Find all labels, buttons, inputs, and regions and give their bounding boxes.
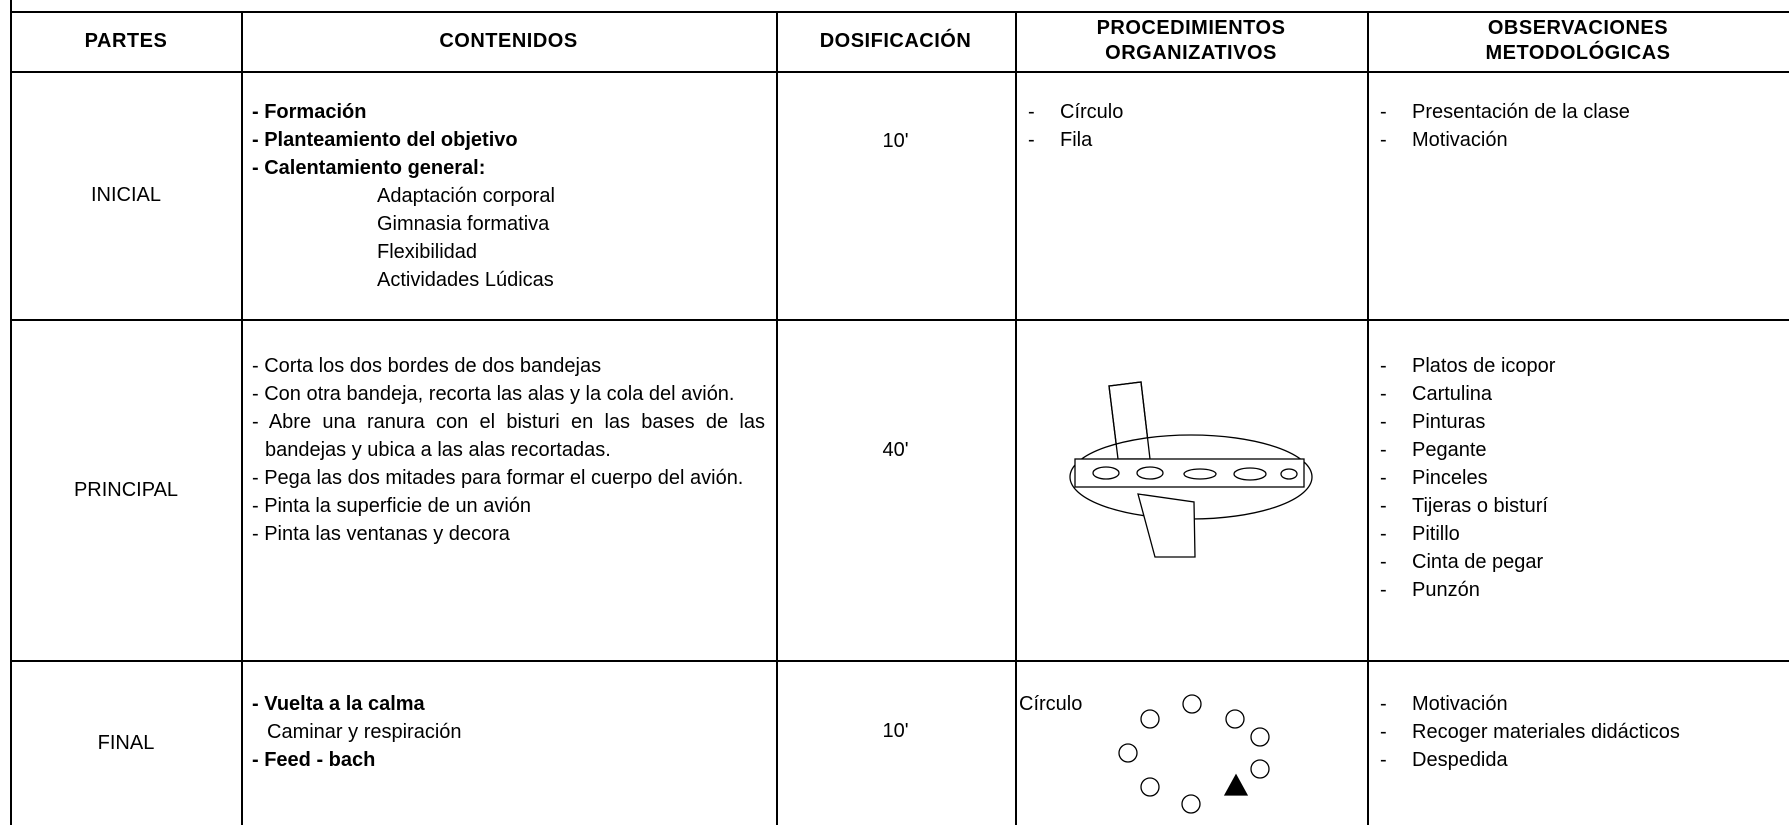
observations-item: - Despedida	[1380, 746, 1740, 774]
contents: - Corta los dos bordes de dos bandejas - …	[252, 352, 765, 548]
dosage: 10'	[882, 130, 909, 152]
item-text: Círculo	[1060, 101, 1124, 123]
content-item: Caminar y respiración	[267, 721, 462, 743]
grid-line	[10, 660, 1789, 662]
content-item: - Corta los dos bordes de dos bandejas	[252, 355, 602, 377]
bullet: -	[1380, 383, 1387, 405]
contents: - Vuelta a la calma Caminar y respiración…	[252, 690, 765, 774]
bullet: -	[1380, 355, 1387, 377]
circle-formation	[1118, 694, 1270, 814]
item-text: Pinceles	[1412, 467, 1488, 489]
observations-item: - Recoger materiales didácticos	[1380, 718, 1740, 746]
bullet: -	[1380, 495, 1387, 517]
contents: - Formación - Planteamiento del objetivo -…	[252, 98, 765, 294]
content-item: Flexibilidad	[377, 241, 478, 263]
observations-list: - Platos de icopor - Cartulina - Pinturas - Peg…	[1380, 352, 1740, 604]
procedures-item: - Círculo	[1028, 98, 1388, 126]
procedures-list: - Círculo - Fila	[1028, 98, 1388, 154]
airplane-drawing	[1069, 381, 1313, 558]
procedures-item: - Fila	[1028, 126, 1388, 154]
item-text: Pinturas	[1412, 411, 1486, 433]
content-item: - Abre una ranura con el bisturi en las …	[252, 411, 765, 461]
observations-list: - Motivación - Recoger materiales didáctico…	[1380, 690, 1740, 774]
content-item: - Con otra bandeja, recorta las alas y l…	[252, 383, 735, 405]
bullet: -	[1028, 101, 1035, 123]
item-text: Pitillo	[1412, 523, 1460, 545]
dosage: 40'	[882, 439, 909, 461]
content-item: - Pinta las ventanas y decora	[252, 523, 510, 545]
border-line	[10, 0, 12, 825]
part-label: INICIAL	[90, 184, 162, 206]
content-item: - Pega las dos mitades para formar el cu…	[252, 467, 744, 489]
bullet: -	[1028, 129, 1035, 151]
content-item: - Vuelta a la calma	[252, 693, 425, 715]
grid-line	[10, 71, 1789, 73]
column-header: PROCEDIMIENTOS ORGANIZATIVOS	[1096, 17, 1286, 64]
column-header: OBSERVACIONES METODOLÓGICAS	[1485, 17, 1671, 64]
grid-line	[241, 11, 243, 825]
observations-item: - Pinceles	[1380, 464, 1740, 492]
observations-item: - Cinta de pegar	[1380, 548, 1740, 576]
grid-line	[10, 319, 1789, 321]
content-item: Gimnasia formativa	[377, 213, 550, 235]
content-item: - Planteamiento del objetivo	[252, 129, 518, 151]
bullet: -	[1380, 129, 1387, 151]
bullet: -	[1380, 101, 1387, 123]
observations-item: - Motivación	[1380, 126, 1740, 154]
observations-item: - Cartulina	[1380, 380, 1740, 408]
observations-item: - Presentación de la clase	[1380, 98, 1740, 126]
item-text: Motivación	[1412, 129, 1508, 151]
observations-item: - Pegante	[1380, 436, 1740, 464]
bullet: -	[1380, 749, 1387, 771]
observations-list: - Presentación de la clase - Motivación	[1380, 98, 1740, 154]
grid-line	[776, 11, 778, 825]
item-text: Platos de icopor	[1412, 355, 1556, 377]
dosage: 10'	[882, 720, 909, 742]
grid-line	[1015, 11, 1017, 825]
part-label: PRINCIPAL	[73, 478, 179, 501]
column-header: PARTES	[84, 30, 168, 52]
observations-item: - Pinturas	[1380, 408, 1740, 436]
bullet: -	[1380, 551, 1387, 573]
grid-line	[10, 11, 1789, 13]
content-item: - Feed - bach	[252, 749, 376, 771]
grid-line	[1367, 11, 1369, 825]
item-text: Cartulina	[1412, 383, 1493, 405]
content-item: - Pinta la superficie de un avión	[252, 495, 532, 517]
bullet: -	[1380, 411, 1387, 433]
bullet: -	[1380, 693, 1387, 715]
column-header: CONTENIDOS	[439, 30, 578, 52]
item-text: Motivación	[1412, 693, 1508, 715]
content-item: Actividades Lúdicas	[377, 269, 554, 291]
bullet: -	[1380, 439, 1387, 461]
observations-item: - Tijeras o bisturí	[1380, 492, 1740, 520]
item-text: Pegante	[1412, 439, 1487, 461]
bullet: -	[1380, 467, 1387, 489]
observations-item: - Pitillo	[1380, 520, 1740, 548]
column-header: DOSIFICACIÓN	[819, 30, 972, 52]
content-item: Adaptación corporal	[377, 185, 555, 207]
content-item: - Calentamiento general:	[252, 157, 486, 179]
item-text: Recoger materiales didácticos	[1412, 721, 1680, 743]
item-text: Presentación de la clase	[1412, 101, 1630, 123]
procedures-label: Círculo	[1019, 693, 1083, 715]
item-text: Cinta de pegar	[1412, 551, 1544, 573]
bullet: -	[1380, 523, 1387, 545]
content-item: - Formación	[252, 101, 367, 123]
item-text: Despedida	[1412, 749, 1508, 771]
observations-item: - Punzón	[1380, 576, 1740, 604]
observations-item: - Platos de icopor	[1380, 352, 1740, 380]
item-text: Punzón	[1412, 579, 1480, 601]
item-text: Fila	[1060, 129, 1093, 151]
part-label: FINAL	[97, 731, 155, 754]
bullet: -	[1380, 721, 1387, 743]
observations-item: - Motivación	[1380, 690, 1740, 718]
item-text: Tijeras o bisturí	[1412, 495, 1548, 517]
bullet: -	[1380, 579, 1387, 601]
